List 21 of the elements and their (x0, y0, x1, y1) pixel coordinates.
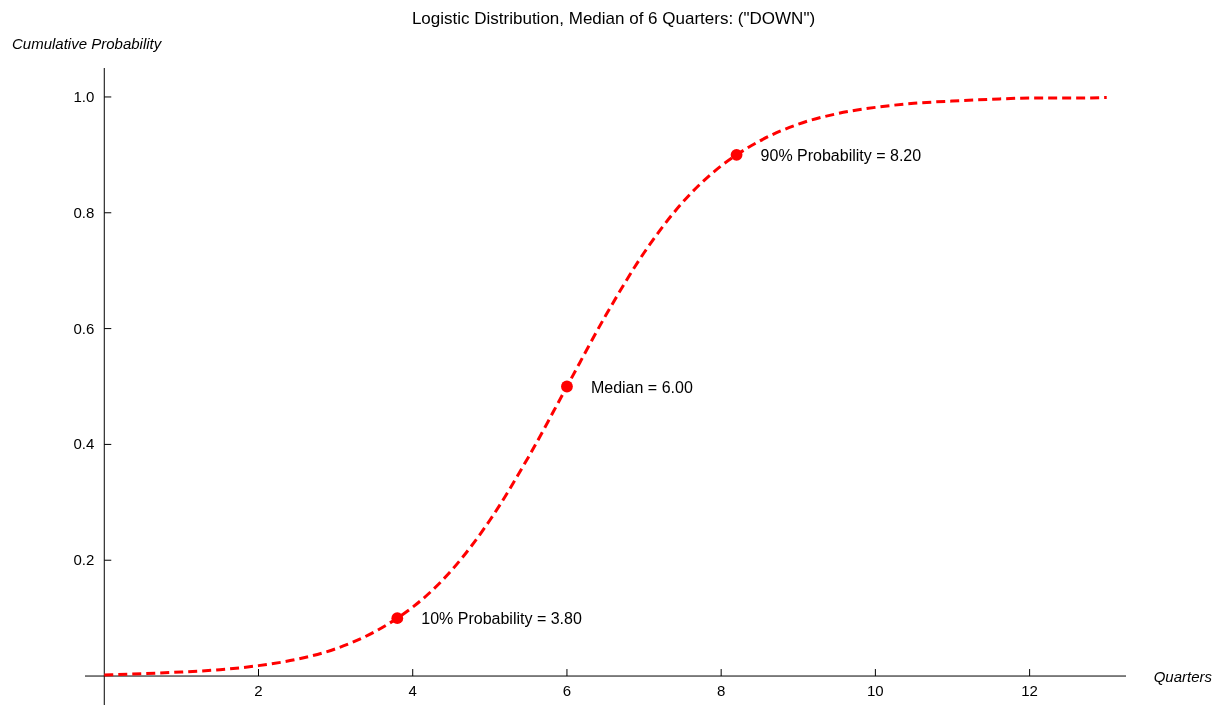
y-tick-label: 0.6 (73, 319, 95, 337)
x-tick-label: 12 (1021, 682, 1038, 700)
x-tick-label: 10 (867, 682, 884, 700)
y-tick-label: 0.2 (73, 551, 95, 569)
line-series (102, 96, 1109, 677)
x-axis-title: Quarters (1153, 668, 1213, 686)
x-tick-label: 4 (408, 682, 417, 700)
chart-title: Logistic Distribution, Median of 6 Quarters: ("DOWN") (411, 9, 816, 28)
x-tick-label: 6 (562, 682, 572, 700)
x-tick-label: 8 (716, 682, 726, 700)
annotation: 10% Probability = 3.80 (421, 610, 582, 628)
point (391, 612, 404, 625)
y-tick-label: 1.0 (73, 87, 95, 105)
y-tick-label: 0.8 (73, 203, 95, 221)
point (730, 148, 743, 161)
annotation: Median = 6.00 (590, 378, 693, 396)
annotation: 90% Probability = 8.20 (760, 146, 922, 164)
y-axis-title: Cumulative Probability (12, 35, 163, 52)
x-tick-label: 2 (254, 682, 263, 700)
y-tick-label: 0.4 (73, 435, 95, 453)
point (561, 380, 573, 393)
